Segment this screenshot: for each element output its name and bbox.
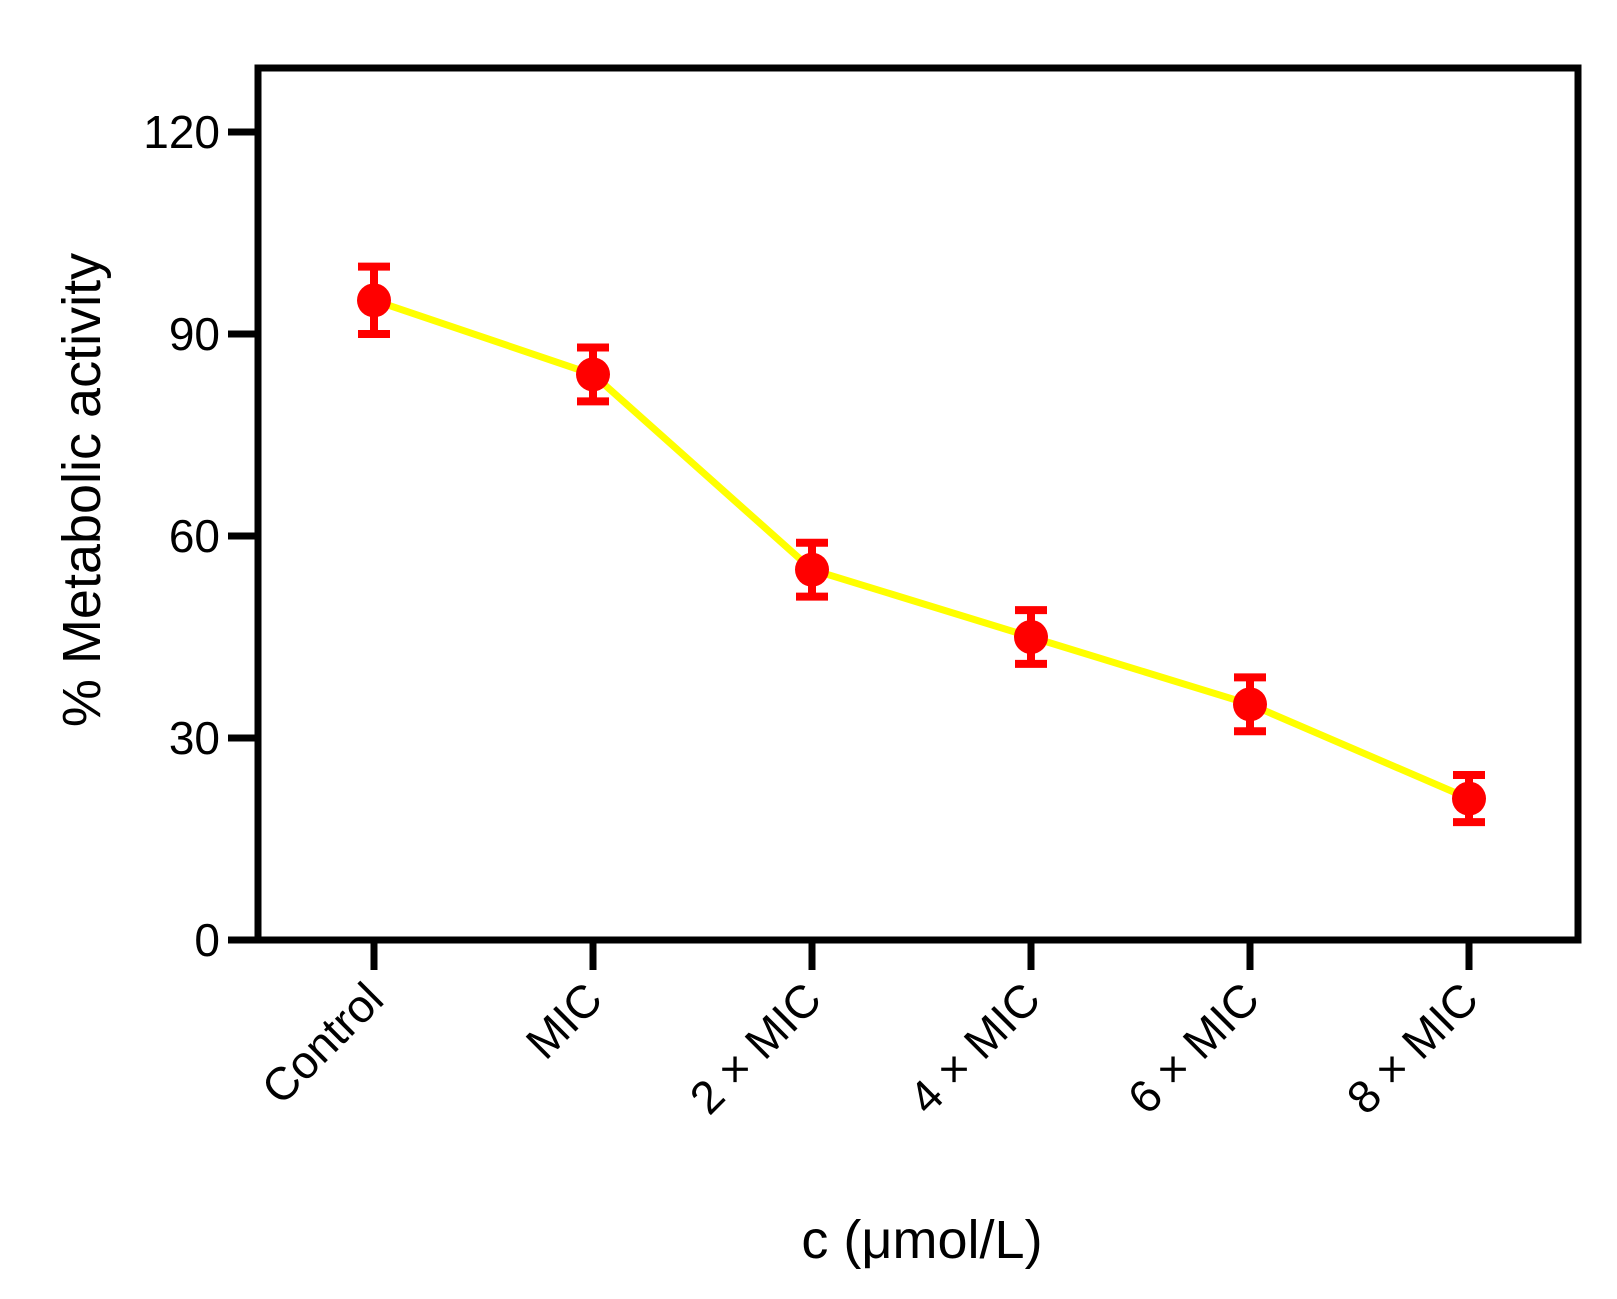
y-axis: 0 30 60 90 120 xyxy=(143,106,258,966)
y-tick-label: 120 xyxy=(143,106,220,158)
data-point xyxy=(357,283,391,318)
x-category-label: Control xyxy=(251,972,393,1114)
x-axis-title: c (μmol/L) xyxy=(801,1210,1042,1270)
x-category-label: 6 × MIC xyxy=(1118,972,1270,1124)
y-tick-label: 60 xyxy=(169,510,220,562)
data-point xyxy=(1452,781,1486,816)
data-series xyxy=(357,262,1486,827)
data-point xyxy=(1233,687,1267,722)
x-category-label: 8 × MIC xyxy=(1337,972,1489,1124)
x-category-label: 2 × MIC xyxy=(680,972,832,1124)
data-point xyxy=(1014,620,1048,654)
x-category-label: 4 × MIC xyxy=(899,972,1051,1124)
series-line xyxy=(372,297,1471,802)
x-axis: Control MIC 2 × MIC 4 × MIC 6 × MIC 8 × MIC xyxy=(251,940,1488,1124)
x-category-label: MIC xyxy=(516,972,612,1068)
y-tick-label: 90 xyxy=(169,308,220,360)
plot-frame xyxy=(254,64,1582,944)
data-point xyxy=(576,357,610,392)
data-point xyxy=(795,552,829,587)
y-axis-title: % Metabolic activity xyxy=(52,253,112,727)
y-tick-label: 0 xyxy=(194,914,220,966)
plot-border xyxy=(254,64,1582,944)
y-tick-label: 30 xyxy=(169,712,220,764)
